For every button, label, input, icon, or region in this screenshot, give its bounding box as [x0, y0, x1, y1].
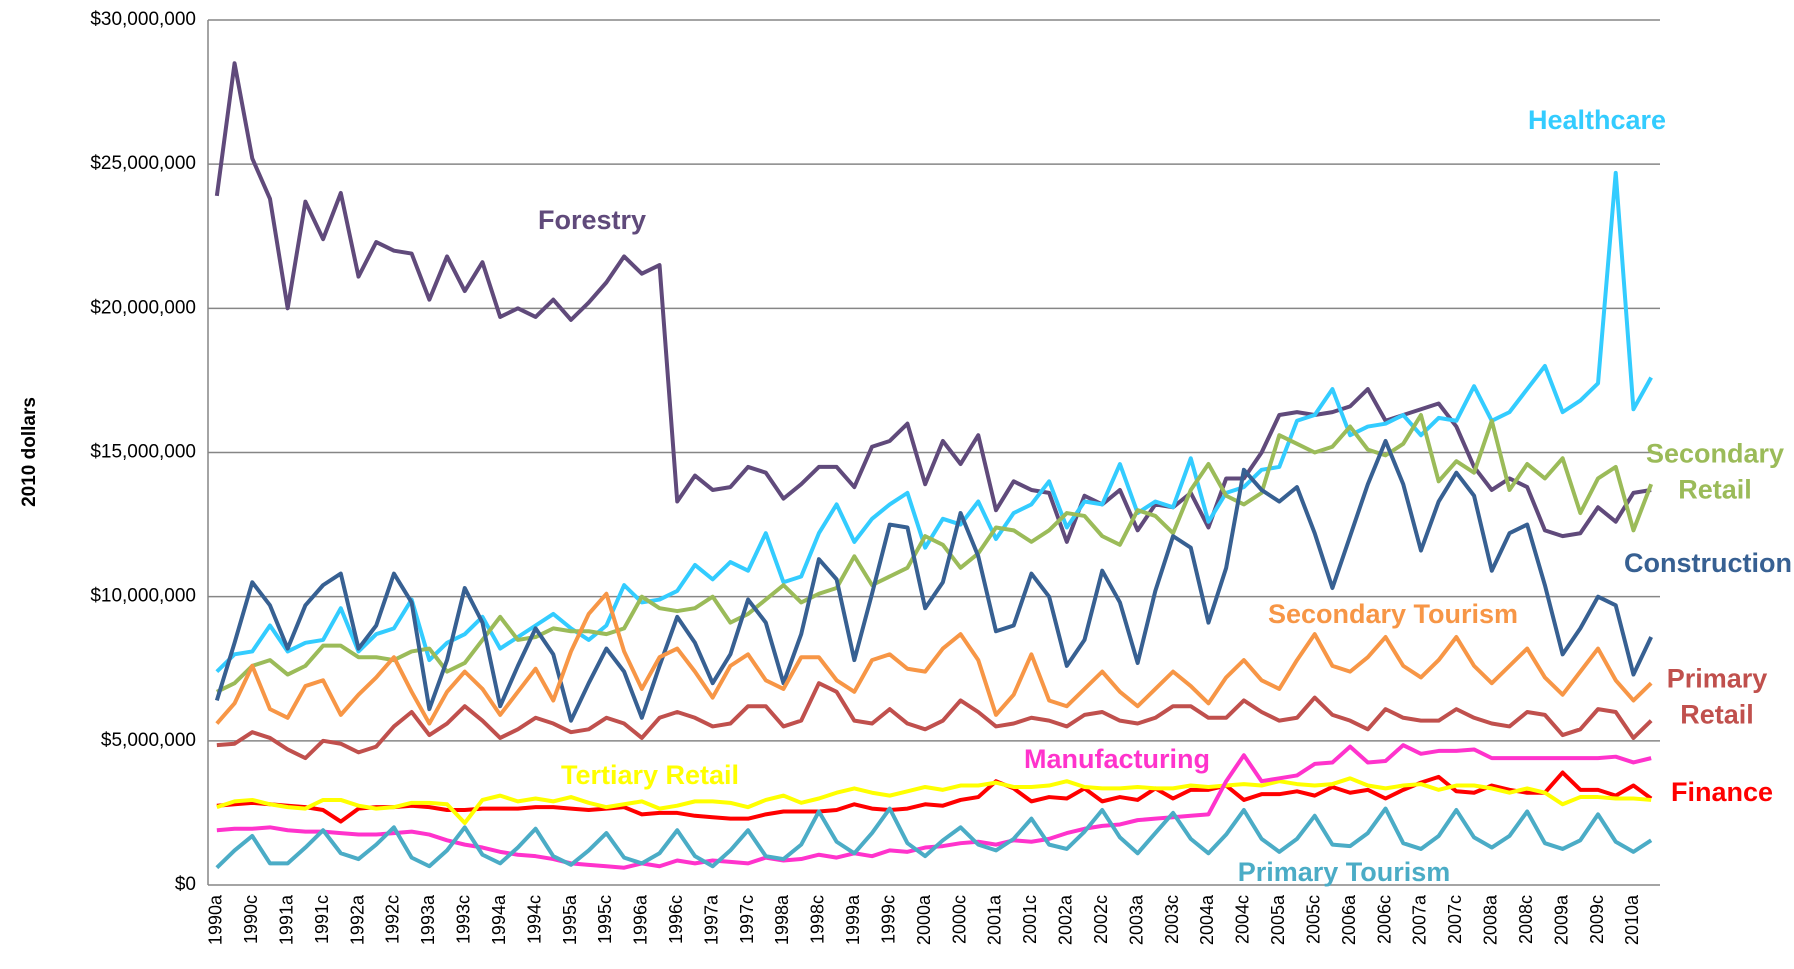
- x-tick-label: 2001a: [985, 894, 1005, 945]
- y-axis-label: 2010 dollars: [19, 397, 40, 507]
- x-tick-label: 1990a: [206, 894, 226, 945]
- x-tick-label: 2006c: [1374, 895, 1394, 944]
- series-label: Finance: [1670, 776, 1774, 807]
- y-tick-label: $30,000,000: [90, 9, 196, 30]
- series-label: Manufacturing: [1024, 743, 1210, 774]
- series-line: [215, 591, 1653, 726]
- x-tick-label: 1998a: [772, 894, 792, 945]
- series-line: [214, 61, 1652, 544]
- series-label: Tertiary Retail: [560, 759, 740, 790]
- series-label: Primary Retail: [1666, 663, 1768, 730]
- x-tick-label: 1999c: [878, 895, 898, 944]
- y-tick-label: $10,000,000: [90, 586, 196, 607]
- x-tick-label: 2006a: [1339, 894, 1359, 945]
- series-label: Secondary Tourism: [1267, 598, 1519, 629]
- x-tick-label: 2008c: [1516, 895, 1536, 944]
- x-tick-label: 1994c: [524, 895, 544, 944]
- x-tick-label: 2002c: [1091, 895, 1111, 944]
- x-tick-label: 2002a: [1056, 894, 1076, 945]
- x-tick-label: 2008a: [1481, 894, 1501, 945]
- series-line: [216, 681, 1653, 761]
- x-tick-label: 1997a: [701, 894, 721, 945]
- series-label: Secondary Retail: [1645, 438, 1785, 505]
- x-tick-label: 1994a: [489, 894, 509, 945]
- x-tick-label: 1993a: [418, 894, 438, 945]
- x-tick-label: 2000c: [949, 895, 969, 944]
- x-tick-label: 2007c: [1445, 895, 1465, 944]
- series-line: [215, 806, 1653, 870]
- series-label: Healthcare: [1527, 104, 1667, 135]
- x-tick-label: 2010a: [1622, 894, 1642, 945]
- x-tick-label: 1991c: [312, 895, 332, 944]
- x-tick-label: 1995a: [560, 894, 580, 945]
- x-tick-label: 2001c: [1020, 895, 1040, 944]
- series-line: [216, 776, 1652, 826]
- x-tick-label: 2004c: [1233, 895, 1253, 944]
- x-tick-label: 2005a: [1268, 894, 1288, 945]
- x-tick-label: 2000a: [914, 894, 934, 945]
- x-tick-label: 2005c: [1303, 895, 1323, 944]
- y-tick-label: $0: [175, 874, 196, 895]
- series-label: Forestry: [537, 204, 647, 235]
- series-line: [215, 170, 1653, 674]
- x-tick-label: 1992a: [347, 894, 367, 945]
- x-tick-label: 1990c: [241, 895, 261, 944]
- x-tick-label: 2009c: [1587, 895, 1607, 944]
- x-tick-label: 2009a: [1551, 894, 1571, 945]
- x-tick-label: 1993c: [454, 895, 474, 944]
- y-tick-label: $25,000,000: [90, 153, 196, 174]
- x-tick-label: 1996c: [666, 895, 686, 944]
- x-tick-label: 2004a: [1197, 894, 1217, 945]
- series-label: Primary Tourism: [1237, 856, 1451, 887]
- series-line: [214, 438, 1653, 723]
- series-label: Construction: [1624, 547, 1792, 578]
- series-line: [216, 770, 1653, 824]
- x-tick-label: 2003c: [1162, 895, 1182, 944]
- x-tick-label: 1995c: [595, 895, 615, 944]
- x-tick-label: 1992c: [383, 895, 403, 944]
- y-tick-label: $20,000,000: [90, 297, 196, 318]
- x-tick-label: 2007a: [1410, 894, 1430, 945]
- x-tick-label: 2003a: [1126, 894, 1146, 945]
- x-tick-label: 1996a: [631, 894, 651, 945]
- y-tick-label: $5,000,000: [101, 730, 196, 751]
- y-tick-label: $15,000,000: [90, 442, 196, 463]
- x-tick-label: 1997c: [737, 895, 757, 944]
- x-tick-label: 1998c: [808, 895, 828, 944]
- series-line: [215, 413, 1654, 694]
- x-tick-label: 1999a: [843, 894, 863, 945]
- x-tick-label: 1991a: [276, 894, 296, 945]
